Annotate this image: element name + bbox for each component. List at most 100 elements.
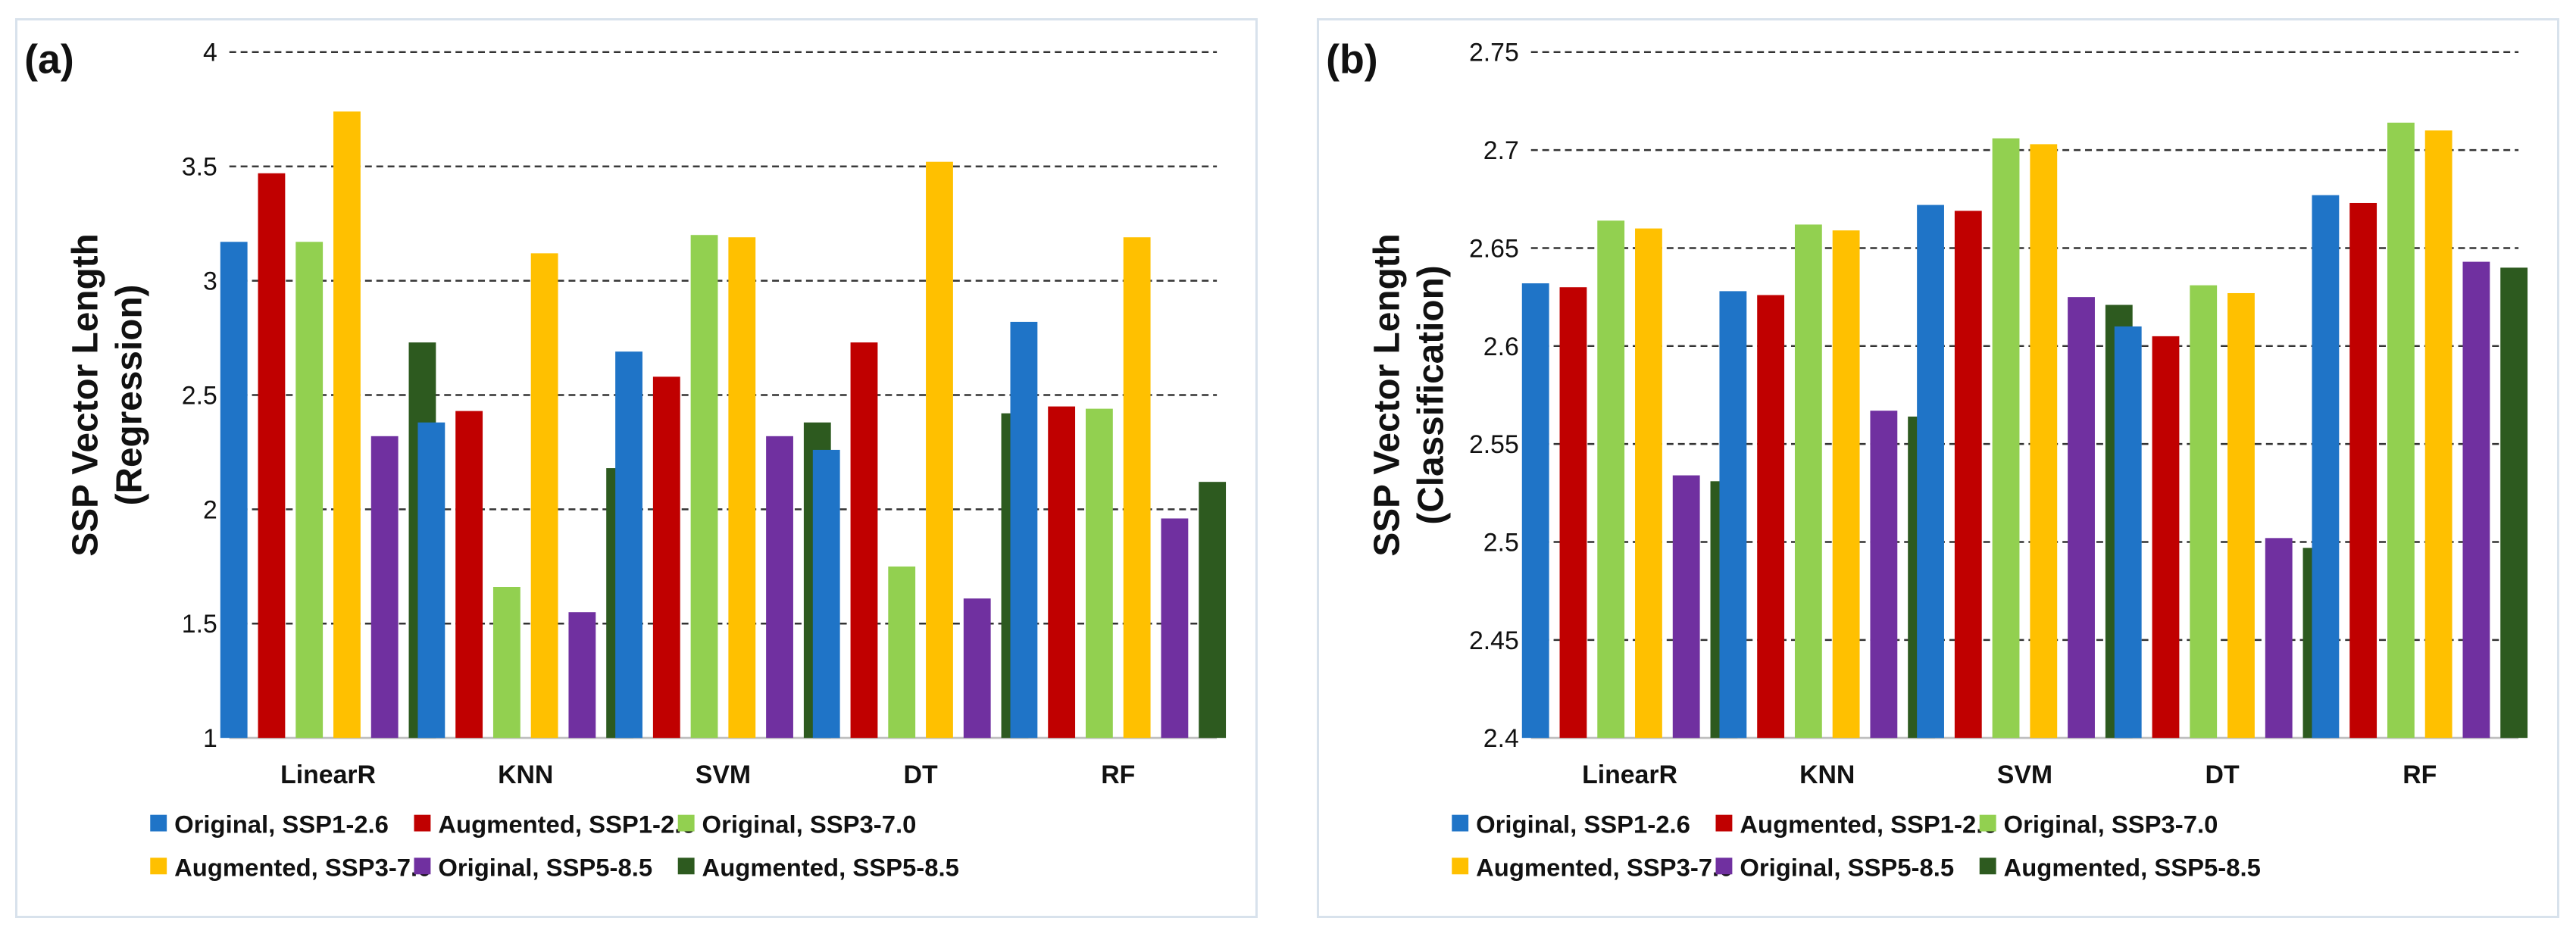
y-tick-b-0: 2.4 [1483, 724, 1519, 753]
bar-a-linearr-s2 [295, 242, 324, 739]
bar-b-rf-s0 [2312, 195, 2340, 739]
bar-a-knn-s2 [492, 587, 521, 739]
bar-b-svm-s1 [1954, 211, 1982, 739]
bar-b-linearr-s3 [1635, 228, 1662, 739]
bar-a-rf-s3 [1123, 237, 1151, 739]
bar-b-dt-s4 [2265, 538, 2293, 739]
legend-label-a-3: Augmented, SSP3-7.0 [174, 853, 431, 881]
bar-a-rf-s4 [1161, 518, 1189, 739]
bar-b-dt-s3 [2227, 292, 2255, 739]
bar-a-svm-s4 [766, 436, 793, 739]
x-category-label-a-2: SVM [696, 761, 751, 789]
bar-b-rf-s2 [2387, 122, 2415, 739]
y-tick-a-0: 1 [203, 724, 217, 753]
x-category-label-b-0: LinearR [1582, 761, 1677, 789]
bar-a-linearr-s4 [370, 436, 399, 739]
x-category-label-a-1: KNN [498, 761, 553, 789]
legend-label-a-4: Original, SSP5-8.5 [438, 853, 652, 881]
legend-swatch-a-0 [150, 814, 167, 832]
x-category-label-a-0: LinearR [280, 761, 376, 789]
bar-b-linearr-s2 [1597, 220, 1625, 739]
x-category-label-b-1: KNN [1799, 761, 1855, 789]
y-axis-label-line2-a: (Regression) [109, 285, 149, 506]
x-category-label-a-4: RF [1101, 761, 1135, 789]
legend-swatch-b-2 [1979, 814, 1996, 832]
bar-b-linearr-s4 [1672, 475, 1700, 739]
legend-swatch-a-4 [414, 857, 431, 875]
bar-b-rf-s4 [2462, 261, 2490, 739]
legend-label-a-1: Augmented, SSP1-2.6 [438, 811, 695, 839]
legend-label-a-2: Original, SSP3-7.0 [702, 811, 917, 839]
bar-b-svm-s2 [1992, 138, 2020, 739]
chart-b-svg: (b) SSP Vector Length (Classification) 2.4 2… [1326, 37, 2528, 881]
legend-label-a-0: Original, SSP1-2.6 [174, 811, 389, 839]
chart-panel-a: (a) SSP Vector Length (Regression) 1 1.5 2 2.5… [15, 18, 1258, 918]
chart-a-svg: (a) SSP Vector Length (Regression) 1 1.5 2 2.5… [24, 37, 1227, 881]
y-tick-b-2: 2.5 [1483, 528, 1519, 557]
bar-a-knn-s4 [568, 612, 596, 739]
bar-b-knn-s0 [1719, 291, 1747, 739]
y-tick-a-3: 2.5 [182, 381, 217, 410]
x-category-label-b-2: SVM [1997, 761, 2052, 789]
bar-b-dt-s0 [2114, 326, 2142, 739]
legend-label-b-1: Augmented, SSP1-2.6 [1740, 811, 1996, 839]
bar-b-rf-s5 [2500, 267, 2528, 739]
x-category-label-b-3: DT [2206, 761, 2240, 789]
bar-b-knn-s1 [1757, 295, 1785, 739]
legend-label-b-5: Augmented, SSP5-8.5 [2004, 853, 2261, 881]
bar-a-svm-s0 [615, 351, 642, 739]
bar-b-knn-s3 [1832, 230, 1860, 739]
y-tick-b-3: 2.55 [1469, 430, 1519, 459]
y-tick-b-7: 2.75 [1469, 39, 1519, 67]
bar-b-rf-s1 [2349, 202, 2377, 739]
legend-swatch-a-2 [677, 814, 695, 832]
bar-a-rf-s2 [1085, 408, 1113, 739]
legend-swatch-a-3 [150, 857, 167, 875]
bar-a-knn-s0 [417, 422, 445, 739]
bar-a-svm-s1 [652, 376, 680, 739]
y-tick-a-6: 4 [203, 39, 217, 67]
bar-a-knn-s3 [530, 253, 558, 739]
x-category-label-a-3: DT [904, 761, 938, 789]
legend-swatch-a-5 [677, 857, 695, 875]
bar-b-dt-s1 [2152, 336, 2180, 739]
bar-a-linearr-s1 [258, 173, 286, 739]
bar-a-linearr-s0 [220, 242, 248, 739]
bar-a-dt-s4 [963, 598, 991, 739]
bar-a-linearr-s3 [333, 111, 361, 739]
chart-panel-b: (b) SSP Vector Length (Classification) 2.4 2… [1317, 18, 2559, 918]
bar-b-rf-s3 [2424, 130, 2453, 739]
bar-a-rf-s1 [1048, 406, 1076, 739]
bar-a-dt-s2 [888, 566, 916, 739]
bar-a-dt-s1 [850, 342, 878, 739]
bar-a-dt-s0 [812, 449, 840, 739]
y-axis-label-line1-b: SSP Vector Length [1368, 233, 1408, 556]
bar-a-rf-s0 [1010, 321, 1038, 739]
bar-b-knn-s2 [1794, 224, 1822, 739]
panel-label-a: (a) [24, 37, 74, 83]
bar-b-svm-s4 [2068, 297, 2095, 739]
panel-label-b: (b) [1326, 37, 1378, 83]
bar-b-knn-s4 [1870, 411, 1898, 739]
bar-b-svm-s0 [1917, 205, 1944, 739]
y-tick-b-5: 2.65 [1469, 234, 1519, 263]
y-axis-label-b: SSP Vector Length (Classification) [1368, 233, 1452, 556]
y-tick-a-5: 3.5 [182, 153, 217, 182]
legend-label-b-2: Original, SSP3-7.0 [2004, 811, 2218, 839]
bar-b-linearr-s0 [1521, 283, 1549, 739]
legend-swatch-b-0 [1452, 814, 1469, 832]
bar-a-dt-s3 [926, 161, 953, 739]
legend-swatch-b-1 [1715, 814, 1733, 832]
legend-swatch-b-4 [1715, 857, 1733, 875]
y-tick-a-4: 3 [203, 267, 217, 296]
y-axis-label-line1-a: SSP Vector Length [66, 233, 106, 556]
y-axis-label-a: SSP Vector Length (Regression) [66, 233, 150, 556]
bar-b-svm-s3 [2030, 144, 2058, 739]
legend-swatch-a-1 [414, 814, 431, 832]
y-tick-b-4: 2.6 [1483, 333, 1519, 361]
legend-swatch-b-5 [1979, 857, 1996, 875]
legend-swatch-b-3 [1452, 857, 1469, 875]
legend-label-a-5: Augmented, SSP5-8.5 [702, 853, 959, 881]
bar-b-dt-s2 [2190, 285, 2218, 739]
y-axis-label-line2-b: (Classification) [1411, 265, 1451, 524]
